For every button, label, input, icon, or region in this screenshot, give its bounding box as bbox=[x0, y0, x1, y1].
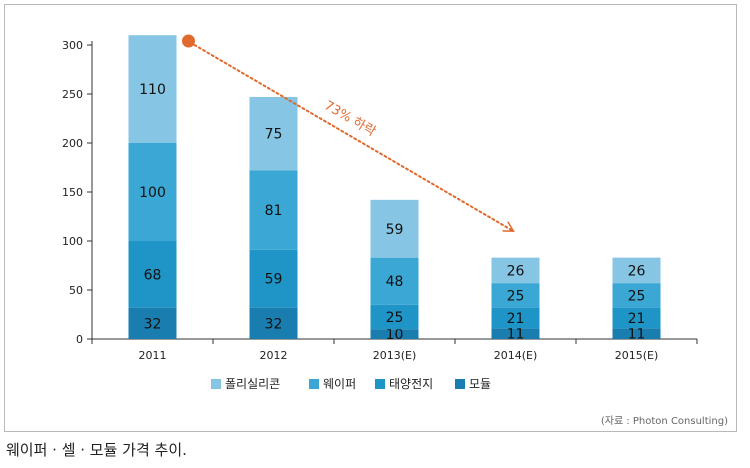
x-tick-label: 2011 bbox=[139, 349, 167, 362]
legend-swatch bbox=[309, 379, 319, 389]
x-tick-label: 2014(E) bbox=[494, 349, 538, 362]
y-tick-label: 0 bbox=[76, 333, 83, 346]
y-tick-label: 300 bbox=[62, 39, 83, 52]
y-tick-label: 150 bbox=[62, 186, 83, 199]
y-tick-label: 50 bbox=[69, 284, 83, 297]
bar-segment bbox=[491, 328, 540, 339]
bar-segment bbox=[370, 199, 419, 258]
bar-segment bbox=[249, 96, 298, 171]
bar-segment bbox=[491, 307, 540, 329]
y-tick-label: 250 bbox=[62, 88, 83, 101]
bar-segment bbox=[370, 329, 419, 339]
trend-arrow-head bbox=[502, 221, 515, 232]
y-tick-label: 100 bbox=[62, 235, 83, 248]
legend-label: 폴리실리콘 bbox=[225, 377, 280, 391]
chart-frame: 0 50 100 150 200 250 300 2011 2012 2013(E) 2014(E)… bbox=[4, 4, 737, 432]
bar-segment bbox=[370, 304, 419, 330]
data-label: 32 bbox=[144, 316, 162, 332]
data-label: 75 bbox=[265, 127, 283, 143]
data-label: 81 bbox=[265, 203, 283, 219]
bar-segment bbox=[612, 307, 661, 329]
bar-segment bbox=[249, 249, 298, 308]
data-label: 10 bbox=[386, 327, 404, 343]
data-label: 25 bbox=[628, 288, 646, 304]
data-label: 25 bbox=[507, 288, 525, 304]
legend-swatch bbox=[375, 379, 385, 389]
trend-start-dot bbox=[182, 34, 195, 48]
trend-annotation-label: 73% 하락 bbox=[321, 98, 378, 140]
data-label: 32 bbox=[265, 316, 283, 332]
data-label: 11 bbox=[628, 327, 646, 343]
bar-segment bbox=[491, 283, 540, 308]
legend-swatch bbox=[455, 379, 465, 389]
bar-segment bbox=[491, 257, 540, 284]
bar-segment bbox=[128, 307, 177, 339]
data-label: 100 bbox=[139, 185, 166, 201]
legend-label: 모듈 bbox=[469, 377, 491, 391]
source-note: (자료 : Photon Consulting) bbox=[600, 416, 728, 427]
data-label: 26 bbox=[507, 263, 525, 279]
x-tick-label: 2012 bbox=[260, 349, 288, 362]
bar-segment bbox=[249, 170, 298, 250]
bar-segment bbox=[612, 283, 661, 308]
data-label: 11 bbox=[507, 327, 525, 343]
bar-segment bbox=[612, 328, 661, 339]
data-label: 48 bbox=[386, 274, 404, 290]
data-label: 68 bbox=[144, 267, 162, 283]
y-tick-label: 200 bbox=[62, 137, 83, 150]
x-tick-label: 2015(E) bbox=[615, 349, 659, 362]
x-tick-label: 2013(E) bbox=[373, 349, 417, 362]
data-label: 59 bbox=[386, 222, 404, 238]
stacked-bar-chart: 0 50 100 150 200 250 300 2011 2012 2013(E) 2014(E)… bbox=[62, 34, 698, 391]
data-label: 59 bbox=[265, 272, 283, 288]
legend-label: 태양전지 bbox=[389, 377, 433, 391]
bar-segment bbox=[249, 307, 298, 339]
legend-swatch bbox=[211, 379, 221, 389]
data-label: 21 bbox=[507, 311, 525, 327]
figure-caption: 웨이퍼 · 셀 · 모듈 가격 추이. bbox=[6, 441, 187, 459]
data-label: 21 bbox=[628, 311, 646, 327]
data-label: 110 bbox=[139, 82, 166, 98]
data-label: 25 bbox=[386, 310, 404, 326]
trend-arrow-line bbox=[193, 44, 515, 233]
bar-segment bbox=[612, 257, 661, 284]
legend-label: 웨이퍼 bbox=[323, 377, 356, 391]
bar-segment bbox=[128, 241, 177, 308]
bar-segment bbox=[370, 257, 419, 305]
data-label: 26 bbox=[628, 263, 646, 279]
bar-segment bbox=[128, 35, 177, 144]
bar-segment bbox=[128, 143, 177, 241]
